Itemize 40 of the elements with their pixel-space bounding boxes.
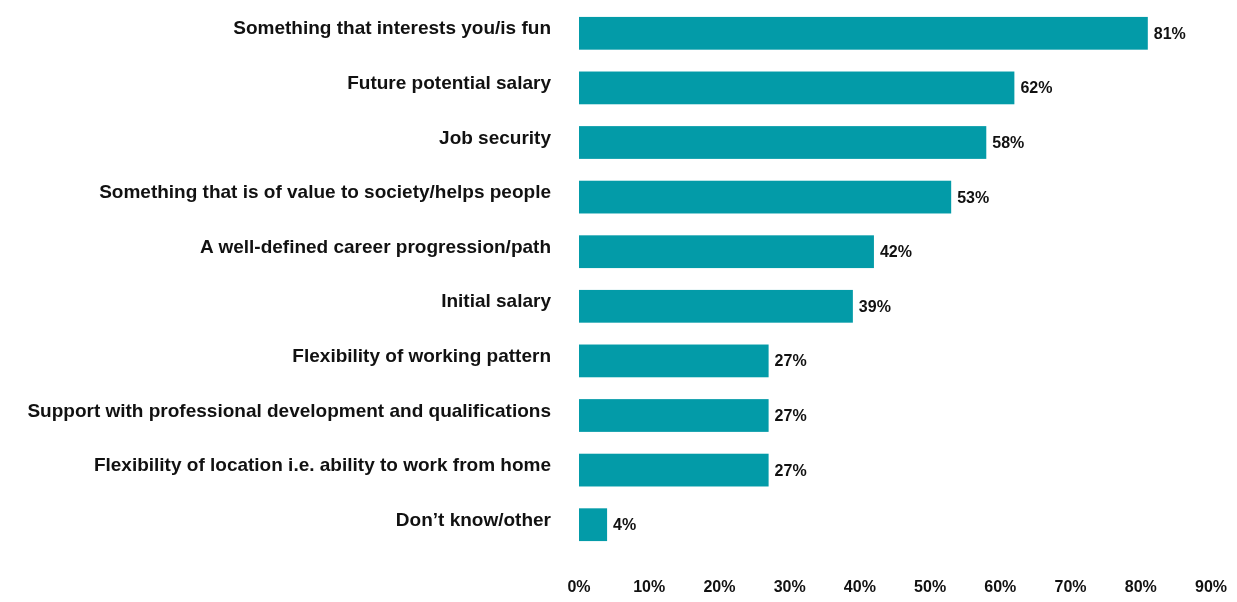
y-tick-label: Initial salary xyxy=(441,289,552,311)
y-tick-label: A well-defined career progression/path xyxy=(200,235,551,257)
y-tick-label: Something that is of value to society/helps people xyxy=(99,180,551,202)
bar xyxy=(579,508,608,542)
x-tick-label: 0% xyxy=(567,578,591,595)
x-tick-label: 10% xyxy=(633,578,666,595)
bar xyxy=(579,344,769,378)
data-label: 58% xyxy=(992,134,1025,151)
data-label: 53% xyxy=(957,188,990,206)
y-tick-label: Support with professional development and qualifications xyxy=(27,399,551,420)
bar xyxy=(579,180,952,214)
data-label: 39% xyxy=(858,297,891,315)
x-tick-label: 50% xyxy=(914,578,947,595)
x-tick-label: 90% xyxy=(1194,578,1228,595)
data-label: 27% xyxy=(774,407,807,424)
y-tick-label: Something that interests you/is fun xyxy=(233,16,551,38)
data-label: 4% xyxy=(613,516,637,534)
x-tick-label: 70% xyxy=(1054,578,1087,595)
bar xyxy=(579,453,769,487)
y-tick-label: Flexibility of working pattern xyxy=(292,344,551,366)
y-tick-label: Don’t know/other xyxy=(395,508,552,530)
x-tick-label: 30% xyxy=(773,578,806,595)
bar xyxy=(579,16,1148,50)
bar xyxy=(579,71,1015,105)
x-tick-label: 20% xyxy=(703,578,736,595)
x-tick-label: 60% xyxy=(984,578,1017,595)
x-tick-label: 80% xyxy=(1124,578,1157,595)
data-label: 42% xyxy=(879,243,912,261)
data-label: 62% xyxy=(1020,79,1053,97)
y-tick-label: Future potential salary xyxy=(347,71,552,93)
bar xyxy=(579,399,769,432)
bar xyxy=(579,126,987,159)
y-tick-label: Job security xyxy=(439,126,552,147)
y-tick-label: Flexibility of location i.e. ability to work from home xyxy=(93,453,551,475)
data-label: 27% xyxy=(774,461,807,479)
data-label: 27% xyxy=(774,352,807,370)
x-tick-label: 40% xyxy=(843,578,876,595)
bar xyxy=(579,235,874,269)
data-label: 81% xyxy=(1153,24,1186,42)
bar xyxy=(579,289,853,323)
